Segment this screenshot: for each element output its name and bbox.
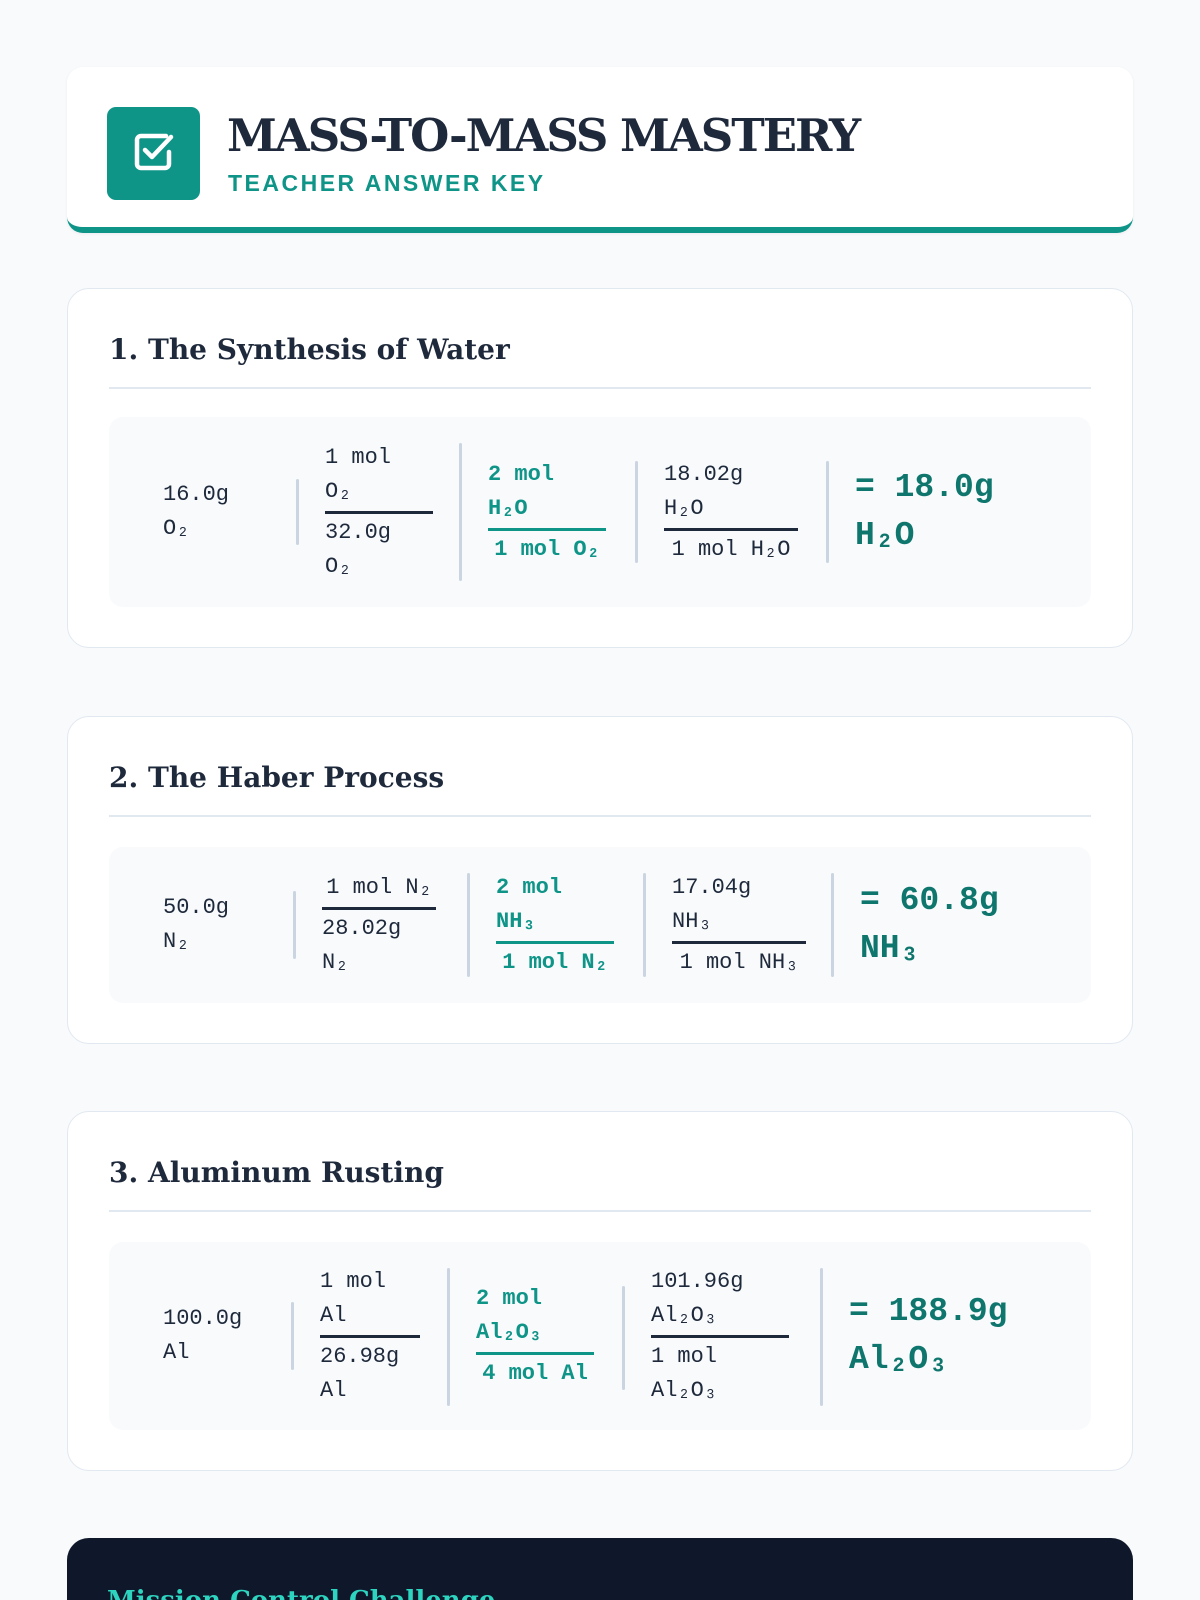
calculation-row: 50.0g N₂ 1 mol N₂ 28.02g N₂ 2 mol NH₃ 1 mo… xyxy=(109,847,1091,1003)
page-subtitle: TEACHER ANSWER KEY xyxy=(228,170,546,196)
mole-ratio-factor: 2 mol H₂O 1 mol O₂ xyxy=(488,417,606,607)
separator xyxy=(447,1268,450,1406)
mass-to-mole-factor: 1 mol N₂ 28.02g N₂ xyxy=(322,847,436,1003)
factor-denominator-substance: Al xyxy=(320,1377,347,1403)
mass-to-mole-factor: 1 mol Al 26.98g Al xyxy=(320,1242,420,1430)
mole-to-mass-factor: 101.96g Al₂O₃ 1 mol Al₂O₃ xyxy=(651,1242,789,1430)
given-value: 100.0g xyxy=(163,1306,243,1331)
factor-numerator-substance: NH₃ xyxy=(672,908,712,934)
challenge-card: Mission Control Challenge xyxy=(67,1538,1133,1600)
separator xyxy=(831,873,834,977)
checkbox-icon xyxy=(128,125,180,182)
mole-ratio-factor: 2 mol NH₃ 1 mol N₂ xyxy=(496,847,614,1003)
ratio-numerator-substance: Al₂O₃ xyxy=(476,1319,543,1345)
factor-numerator-substance: H₂O xyxy=(664,495,704,521)
factor-denominator: 1 mol NH₃ xyxy=(679,949,799,975)
problem-title: 2. The Haber Process xyxy=(109,761,445,794)
given-mass: 50.0g N₂ xyxy=(163,847,229,1003)
calculation-row: 16.0g O₂ 1 mol O₂ 32.0g O₂ 2 mol H₂O 1 mol … xyxy=(109,417,1091,607)
given-value: 16.0g xyxy=(163,482,230,507)
mass-to-mole-factor: 1 mol O₂ 32.0g O₂ xyxy=(325,417,433,607)
mole-to-mass-factor: 18.02g H₂O 1 mol H₂O xyxy=(664,417,798,607)
separator xyxy=(826,461,829,563)
ratio-numerator: 2 mol xyxy=(496,874,563,900)
given-substance: O₂ xyxy=(163,516,190,541)
ratio-numerator: 2 mol xyxy=(488,461,555,487)
given-substance: Al xyxy=(163,1340,190,1365)
problem-card-2: 2. The Haber Process 50.0g N₂ 1 mol N₂ 2… xyxy=(67,716,1133,1044)
factor-denominator-substance: N₂ xyxy=(322,949,349,975)
factor-numerator: 1 mol xyxy=(325,444,392,470)
factor-numerator-substance: Al₂O₃ xyxy=(651,1302,718,1328)
separator xyxy=(296,479,299,545)
calculation-row: 100.0g Al 1 mol Al 26.98g Al 2 mol Al₂O₃ 4 … xyxy=(109,1242,1091,1430)
problem-title: 1. The Synthesis of Water xyxy=(109,333,510,366)
separator xyxy=(459,443,462,581)
factor-numerator: 18.02g xyxy=(664,461,744,487)
header-card: MASS-TO-MASS MASTERY TEACHER ANSWER KEY xyxy=(67,67,1133,233)
given-mass: 100.0g Al xyxy=(163,1242,242,1430)
result-substance: H₂O xyxy=(855,517,915,554)
factor-denominator-substance: O₂ xyxy=(325,553,352,579)
factor-numerator: 17.04g xyxy=(672,874,752,900)
mole-to-mass-factor: 17.04g NH₃ 1 mol NH₃ xyxy=(672,847,806,1003)
factor-denominator-substance: Al₂O₃ xyxy=(651,1377,718,1403)
page-title: MASS-TO-MASS MASTERY xyxy=(227,109,861,162)
divider xyxy=(109,1210,1091,1212)
factor-numerator: 1 mol N₂ xyxy=(326,874,432,900)
ratio-numerator-substance: NH₃ xyxy=(496,908,536,934)
problem-card-1: 1. The Synthesis of Water 16.0g O₂ 1 mol… xyxy=(67,288,1133,648)
separator xyxy=(622,1286,625,1390)
factor-denominator: 1 mol H₂O xyxy=(671,536,791,562)
ratio-denominator: 4 mol Al xyxy=(482,1360,588,1386)
factor-denominator: 1 mol xyxy=(651,1343,718,1369)
divider xyxy=(109,387,1091,389)
separator xyxy=(467,873,470,977)
result-substance: NH₃ xyxy=(860,930,920,967)
given-value: 50.0g xyxy=(163,895,230,920)
ratio-denominator: 1 mol N₂ xyxy=(502,949,608,975)
separator xyxy=(291,1302,294,1370)
given-substance: N₂ xyxy=(163,929,190,954)
challenge-title: Mission Control Challenge xyxy=(107,1586,495,1600)
separator xyxy=(293,891,296,959)
given-mass: 16.0g O₂ xyxy=(163,417,229,607)
result: = 188.9g Al₂O₃ xyxy=(849,1242,1007,1430)
result: = 60.8g NH₃ xyxy=(860,847,999,1003)
result-value: = 60.8g xyxy=(860,882,999,919)
problem-card-3: 3. Aluminum Rusting 100.0g Al 1 mol Al 26… xyxy=(67,1111,1133,1471)
mole-ratio-factor: 2 mol Al₂O₃ 4 mol Al xyxy=(476,1242,594,1430)
factor-numerator-substance: Al xyxy=(320,1302,347,1328)
separator xyxy=(820,1268,823,1406)
logo-badge xyxy=(107,107,200,200)
result-value: = 18.0g xyxy=(855,469,994,506)
separator xyxy=(643,873,646,977)
divider xyxy=(109,815,1091,817)
result-value: = 188.9g xyxy=(849,1293,1008,1330)
factor-numerator-substance: O₂ xyxy=(325,478,352,504)
ratio-numerator: 2 mol xyxy=(476,1285,543,1311)
ratio-denominator: 1 mol O₂ xyxy=(494,536,600,562)
factor-numerator: 101.96g xyxy=(651,1268,744,1294)
result-substance: Al₂O₃ xyxy=(849,1341,949,1378)
factor-numerator: 1 mol xyxy=(320,1268,387,1294)
factor-denominator: 28.02g xyxy=(322,915,402,941)
factor-denominator: 26.98g xyxy=(320,1343,400,1369)
result: = 18.0g H₂O xyxy=(855,417,994,607)
factor-denominator: 32.0g xyxy=(325,519,392,545)
ratio-numerator-substance: H₂O xyxy=(488,495,528,521)
separator xyxy=(635,461,638,563)
problem-title: 3. Aluminum Rusting xyxy=(109,1156,444,1189)
